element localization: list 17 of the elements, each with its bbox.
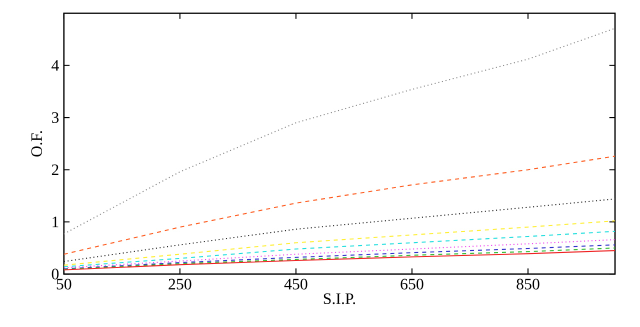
x-tick-label: 450 bbox=[284, 278, 308, 290]
x-tick-label: 850 bbox=[516, 278, 540, 290]
y-tick-label: 3 bbox=[52, 112, 59, 123]
x-tick-label: 250 bbox=[168, 278, 192, 290]
line-series bbox=[64, 230, 616, 268]
y-tick-label: 4 bbox=[52, 60, 59, 71]
x-axis-title: S.I.P. bbox=[324, 293, 356, 304]
y-tick-label: 1 bbox=[52, 216, 58, 228]
line-series bbox=[64, 28, 616, 234]
x-tick-label: 50 bbox=[56, 278, 72, 290]
y-tick-label: 0 bbox=[52, 268, 59, 280]
y-tick-label: 2 bbox=[52, 164, 58, 176]
line-series bbox=[64, 198, 616, 262]
line-series bbox=[64, 220, 616, 266]
line-series bbox=[64, 156, 616, 255]
x-tick-label: 650 bbox=[400, 278, 424, 290]
y-axis-title: O.F. bbox=[31, 131, 42, 157]
